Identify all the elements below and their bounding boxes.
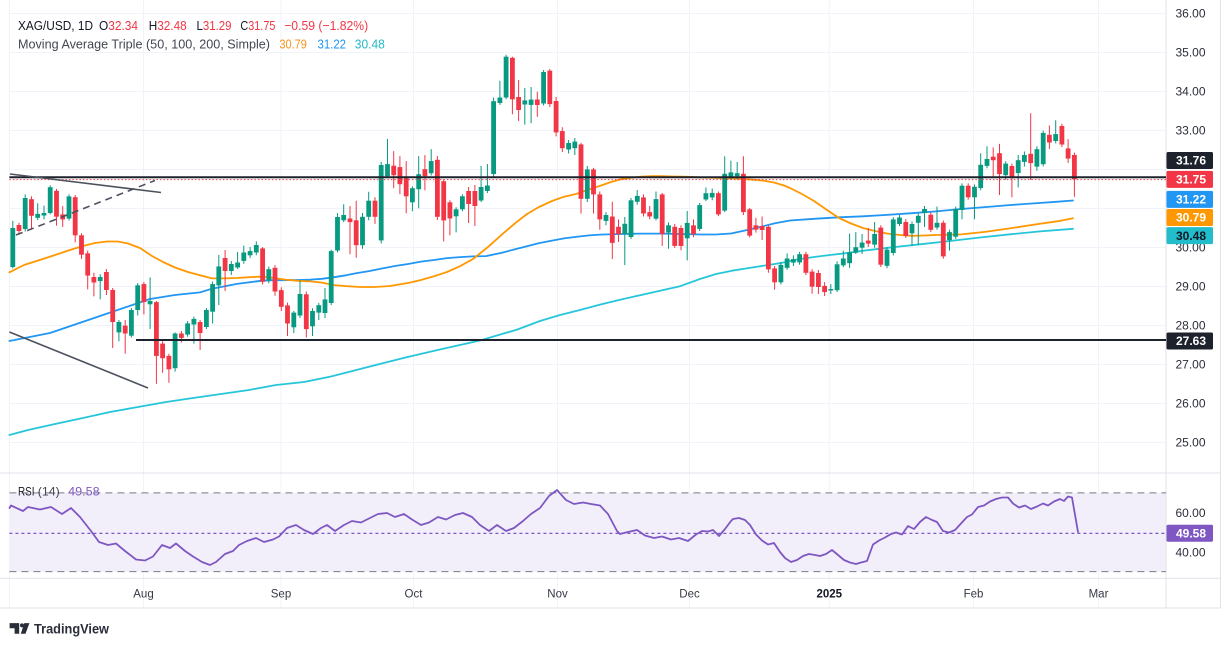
svg-text:Aug: Aug bbox=[133, 589, 153, 601]
svg-text:35.00: 35.00 bbox=[1176, 46, 1206, 60]
svg-text:27.00: 27.00 bbox=[1176, 358, 1206, 372]
svg-text:28.00: 28.00 bbox=[1176, 319, 1206, 333]
svg-text:Dec: Dec bbox=[679, 589, 700, 601]
svg-text:49.58: 49.58 bbox=[1176, 527, 1206, 541]
svg-text:31.76: 31.76 bbox=[1176, 154, 1206, 168]
svg-text:33.00: 33.00 bbox=[1176, 124, 1206, 138]
svg-text:27.63: 27.63 bbox=[1176, 334, 1206, 348]
svg-text:Nov: Nov bbox=[547, 589, 568, 601]
svg-text:30.48: 30.48 bbox=[355, 36, 385, 51]
svg-text:TradingView: TradingView bbox=[34, 622, 109, 637]
svg-text:L31.29: L31.29 bbox=[197, 18, 232, 33]
svg-text:36.00: 36.00 bbox=[1176, 7, 1206, 21]
svg-text:31.75: 31.75 bbox=[1176, 173, 1206, 187]
svg-text:30.79: 30.79 bbox=[1176, 211, 1206, 225]
svg-text:C31.75: C31.75 bbox=[240, 18, 275, 33]
svg-text:26.00: 26.00 bbox=[1176, 397, 1206, 411]
svg-text:O32.34: O32.34 bbox=[99, 18, 138, 33]
svg-text:H32.48: H32.48 bbox=[149, 18, 187, 33]
svg-text:30.48: 30.48 bbox=[1176, 229, 1206, 243]
svg-text:34.00: 34.00 bbox=[1176, 85, 1206, 99]
svg-text:−0.59 (−1.82%): −0.59 (−1.82%) bbox=[284, 18, 368, 33]
svg-text:Feb: Feb bbox=[964, 589, 984, 601]
svg-text:RSI: RSI bbox=[18, 484, 35, 498]
svg-text:31.22: 31.22 bbox=[318, 36, 347, 51]
svg-text:XAG/USD, 1D: XAG/USD, 1D bbox=[18, 18, 93, 33]
svg-text:49.58: 49.58 bbox=[68, 484, 100, 498]
svg-text:30.79: 30.79 bbox=[279, 36, 307, 51]
svg-text:40.00: 40.00 bbox=[1176, 546, 1206, 560]
svg-text:Mar: Mar bbox=[1089, 589, 1109, 601]
svg-text:Moving Average Triple (50, 100: Moving Average Triple (50, 100, 200, Sim… bbox=[18, 36, 270, 51]
svg-text:25.00: 25.00 bbox=[1176, 436, 1206, 450]
svg-text:(14): (14) bbox=[38, 484, 60, 498]
svg-text:Sep: Sep bbox=[271, 589, 291, 601]
svg-text:60.00: 60.00 bbox=[1176, 506, 1206, 520]
svg-text:29.00: 29.00 bbox=[1176, 280, 1206, 294]
svg-text:31.22: 31.22 bbox=[1176, 193, 1206, 207]
svg-text:Oct: Oct bbox=[405, 589, 424, 601]
svg-text:2025: 2025 bbox=[817, 589, 843, 601]
